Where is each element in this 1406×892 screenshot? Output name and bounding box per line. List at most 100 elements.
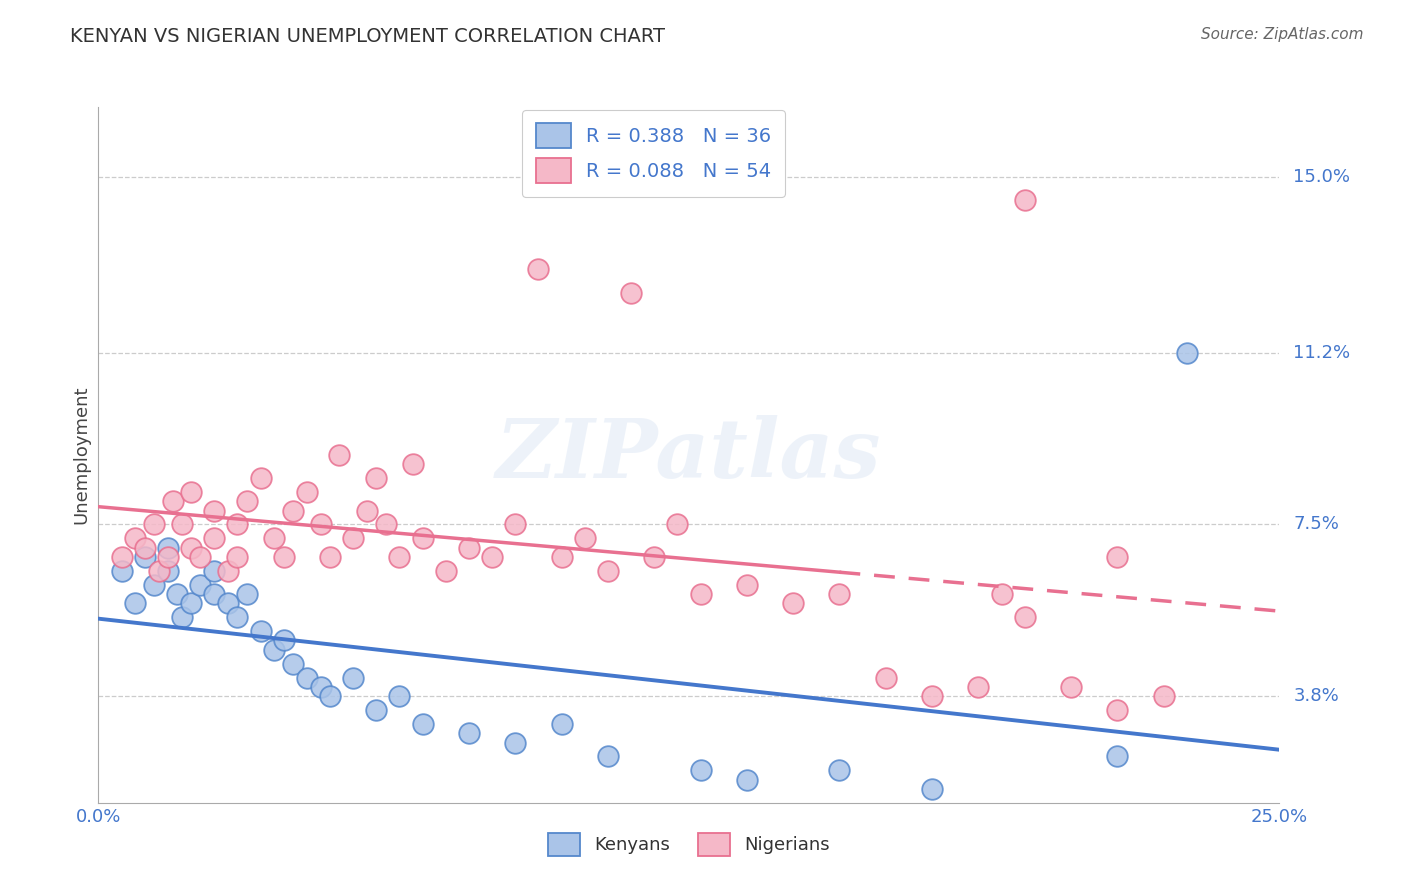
Text: 7.5%: 7.5%	[1294, 516, 1340, 533]
Point	[134, 541, 156, 555]
Point	[1014, 193, 1036, 207]
Point	[990, 587, 1012, 601]
Point	[309, 680, 332, 694]
Point	[281, 657, 304, 671]
Point	[148, 564, 170, 578]
Point	[249, 471, 271, 485]
Point	[281, 503, 304, 517]
Point	[412, 717, 434, 731]
Point	[143, 517, 166, 532]
Point	[263, 642, 285, 657]
Point	[735, 772, 758, 787]
Point	[273, 633, 295, 648]
Point	[319, 549, 342, 564]
Point	[550, 717, 572, 731]
Point	[1107, 749, 1129, 764]
Point	[162, 494, 184, 508]
Point	[388, 549, 411, 564]
Point	[1060, 680, 1083, 694]
Text: Source: ZipAtlas.com: Source: ZipAtlas.com	[1201, 27, 1364, 42]
Text: 11.2%: 11.2%	[1294, 344, 1351, 362]
Point	[1014, 610, 1036, 624]
Point	[921, 689, 943, 703]
Point	[374, 517, 396, 532]
Point	[689, 587, 711, 601]
Point	[217, 596, 239, 610]
Point	[202, 532, 225, 546]
Point	[828, 587, 851, 601]
Point	[596, 749, 619, 764]
Point	[249, 624, 271, 639]
Point	[188, 578, 211, 592]
Text: KENYAN VS NIGERIAN UNEMPLOYMENT CORRELATION CHART: KENYAN VS NIGERIAN UNEMPLOYMENT CORRELAT…	[70, 27, 665, 45]
Text: 15.0%: 15.0%	[1294, 168, 1350, 186]
Point	[735, 578, 758, 592]
Point	[550, 549, 572, 564]
Point	[202, 564, 225, 578]
Point	[458, 726, 481, 740]
Point	[180, 596, 202, 610]
Point	[170, 610, 193, 624]
Point	[596, 564, 619, 578]
Point	[342, 671, 364, 685]
Point	[782, 596, 804, 610]
Point	[1153, 689, 1175, 703]
Point	[503, 517, 526, 532]
Point	[458, 541, 481, 555]
Point	[689, 764, 711, 778]
Point	[328, 448, 350, 462]
Point	[295, 485, 318, 500]
Point	[319, 689, 342, 703]
Point	[235, 494, 257, 508]
Point	[180, 541, 202, 555]
Point	[110, 549, 132, 564]
Point	[1175, 346, 1198, 360]
Point	[273, 549, 295, 564]
Point	[967, 680, 990, 694]
Point	[170, 517, 193, 532]
Point	[124, 532, 146, 546]
Point	[356, 503, 378, 517]
Point	[156, 564, 179, 578]
Point	[202, 587, 225, 601]
Point	[1107, 549, 1129, 564]
Point	[412, 532, 434, 546]
Point	[342, 532, 364, 546]
Point	[156, 541, 179, 555]
Point	[202, 503, 225, 517]
Legend: Kenyans, Nigerians: Kenyans, Nigerians	[540, 826, 838, 863]
Point	[366, 471, 388, 485]
Point	[620, 285, 643, 300]
Point	[226, 517, 249, 532]
Text: 3.8%: 3.8%	[1294, 687, 1339, 705]
Text: ZIPatlas: ZIPatlas	[496, 415, 882, 495]
Point	[666, 517, 689, 532]
Point	[226, 549, 249, 564]
Point	[226, 610, 249, 624]
Point	[309, 517, 332, 532]
Point	[434, 564, 457, 578]
Point	[217, 564, 239, 578]
Point	[180, 485, 202, 500]
Point	[134, 549, 156, 564]
Point	[388, 689, 411, 703]
Point	[156, 549, 179, 564]
Point	[124, 596, 146, 610]
Point	[110, 564, 132, 578]
Point	[1107, 703, 1129, 717]
Point	[402, 457, 425, 471]
Point	[828, 764, 851, 778]
Point	[481, 549, 503, 564]
Point	[921, 781, 943, 796]
Point	[875, 671, 897, 685]
Point	[643, 549, 665, 564]
Point	[527, 262, 550, 277]
Y-axis label: Unemployment: Unemployment	[72, 385, 90, 524]
Point	[143, 578, 166, 592]
Point	[188, 549, 211, 564]
Point	[574, 532, 596, 546]
Point	[295, 671, 318, 685]
Point	[263, 532, 285, 546]
Point	[166, 587, 188, 601]
Point	[366, 703, 388, 717]
